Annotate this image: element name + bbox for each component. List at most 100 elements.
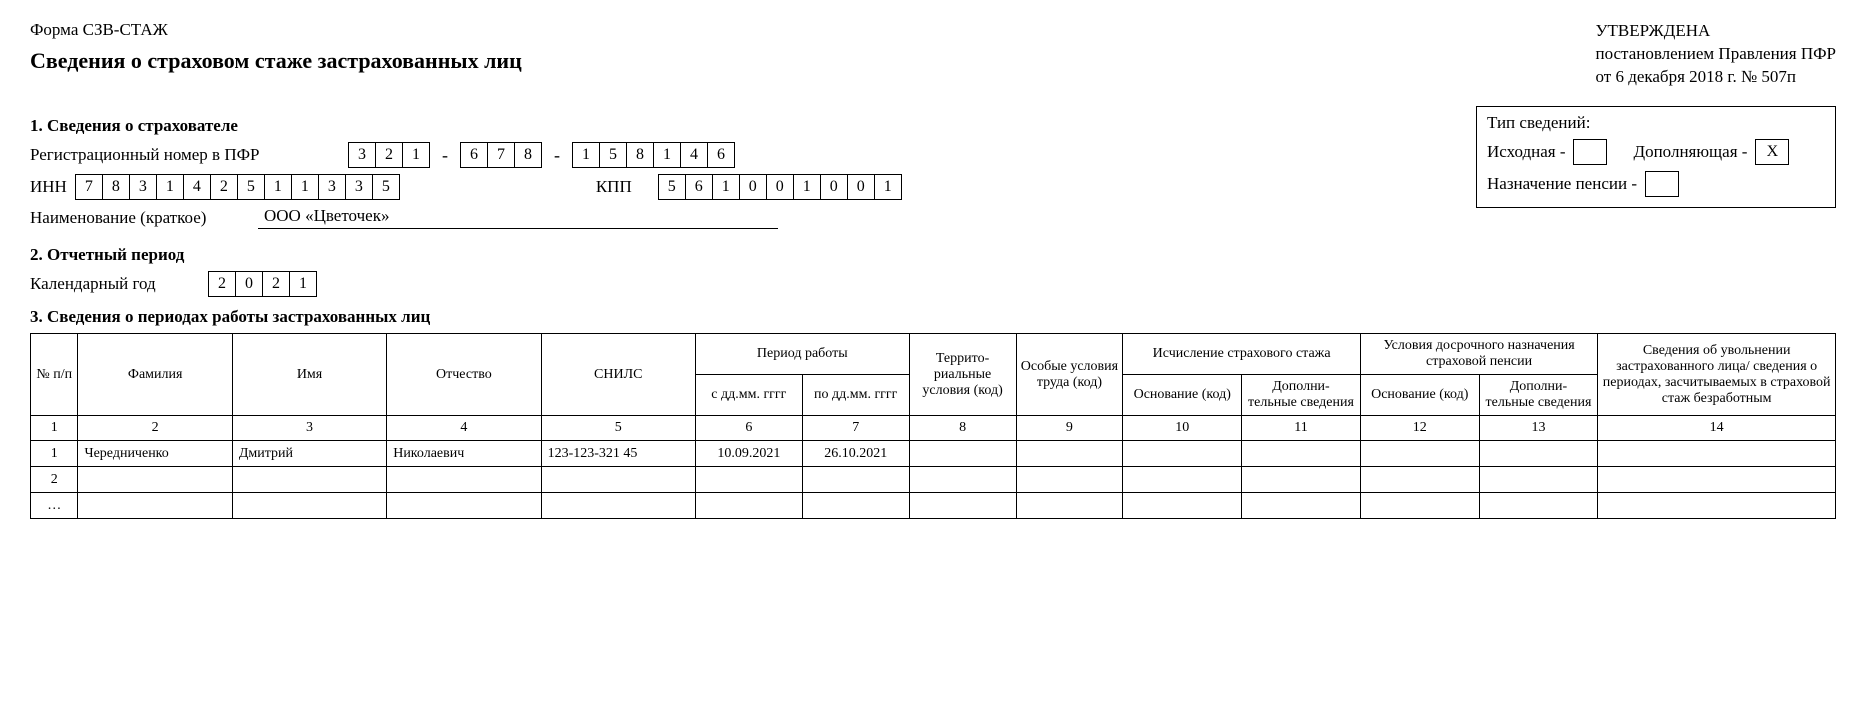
th-isch: Исчисление страхового стажа	[1123, 334, 1361, 375]
digit-cell: 5	[599, 142, 627, 168]
table-cell	[541, 467, 695, 493]
table-cell	[1242, 441, 1361, 467]
table-cell	[1123, 493, 1242, 519]
column-number: 12	[1360, 416, 1479, 441]
th-dosr: Условия досрочного назначения страховой …	[1360, 334, 1597, 375]
digit-cell: 1	[291, 174, 319, 200]
table-cell: 2	[31, 467, 78, 493]
th-fam: Фамилия	[78, 334, 232, 416]
digit-cell: 3	[318, 174, 346, 200]
digit-cell: 3	[345, 174, 373, 200]
th-last: Сведения об увольнении застрахованного л…	[1598, 334, 1836, 416]
table-cell	[1479, 493, 1598, 519]
reg-number-label: Регистрационный номер в ПФР	[30, 145, 340, 165]
reg-part3: 158146	[572, 142, 735, 168]
approved-line2: постановлением Правления ПФР	[1595, 43, 1836, 66]
digit-cell: 0	[820, 174, 848, 200]
th-period: Период работы	[695, 334, 909, 375]
table-cell	[909, 467, 1016, 493]
table-cell	[802, 467, 909, 493]
kpp-cells: 561001001	[658, 174, 902, 200]
table-cell	[1598, 441, 1836, 467]
table-cell	[1016, 467, 1123, 493]
th-npp: № п/п	[31, 334, 78, 416]
column-number: 14	[1598, 416, 1836, 441]
th-osob: Особые условия труда (код)	[1016, 334, 1123, 416]
digit-cell: 2	[375, 142, 403, 168]
section2-heading: 2. Отчетный период	[30, 245, 1836, 265]
table-row: …	[31, 493, 1836, 519]
table-cell	[1360, 441, 1479, 467]
digit-cell: 1	[712, 174, 740, 200]
type-initial-box	[1573, 139, 1607, 165]
digit-cell: 5	[372, 174, 400, 200]
inn-kpp-row: ИНН 783142511335 КПП 561001001	[30, 174, 1446, 200]
dash: -	[550, 145, 564, 166]
table-cell	[232, 467, 386, 493]
digit-cell: 1	[156, 174, 184, 200]
work-periods-table: № п/п Фамилия Имя Отчество СНИЛС Период …	[30, 333, 1836, 519]
reg-part2: 678	[460, 142, 542, 168]
th-snils: СНИЛС	[541, 334, 695, 416]
th-dop2: Дополни- тельные сведения	[1479, 375, 1598, 416]
th-osn1: Основание (код)	[1123, 375, 1242, 416]
digit-cell: 1	[402, 142, 430, 168]
digit-cell: 1	[653, 142, 681, 168]
table-cell	[78, 493, 232, 519]
table-cell: …	[31, 493, 78, 519]
type-pension-box	[1645, 171, 1679, 197]
org-name-value: ООО «Цветочек»	[258, 206, 778, 229]
digit-cell: 8	[626, 142, 654, 168]
table-cell	[78, 467, 232, 493]
type-info-title: Тип сведений:	[1487, 113, 1825, 133]
digit-cell: 1	[264, 174, 292, 200]
table-cell	[802, 493, 909, 519]
section3-heading: 3. Сведения о периодах работы застрахова…	[30, 307, 1836, 327]
table-cell: 1	[31, 441, 78, 467]
reg-part1: 321	[348, 142, 430, 168]
digit-cell: 2	[262, 271, 290, 297]
column-number: 13	[1479, 416, 1598, 441]
column-number: 11	[1242, 416, 1361, 441]
table-cell	[1242, 467, 1361, 493]
digit-cell: 0	[847, 174, 875, 200]
digit-cell: 3	[348, 142, 376, 168]
table-cell	[909, 441, 1016, 467]
table-cell	[1123, 467, 1242, 493]
table-cell	[1242, 493, 1361, 519]
table-cell: Николаевич	[387, 441, 541, 467]
column-number: 4	[387, 416, 541, 441]
column-number: 5	[541, 416, 695, 441]
table-row: 1ЧередниченкоДмитрийНиколаевич123-123-32…	[31, 441, 1836, 467]
column-number: 1	[31, 416, 78, 441]
digit-cell: 4	[183, 174, 211, 200]
table-cell: Чередниченко	[78, 441, 232, 467]
form-name: Форма СЗВ-СТАЖ	[30, 20, 522, 40]
th-date-from: с дд.мм. гггг	[695, 375, 802, 416]
type-initial-label: Исходная -	[1487, 142, 1565, 162]
org-name-label: Наименование (краткое)	[30, 208, 250, 228]
table-cell: 10.09.2021	[695, 441, 802, 467]
digit-cell: 2	[208, 271, 236, 297]
section1-heading: 1. Сведения о страхователе	[30, 116, 1446, 136]
th-terr: Террито- риальные условия (код)	[909, 334, 1016, 416]
digit-cell: 5	[237, 174, 265, 200]
type-pension-label: Назначение пенсии -	[1487, 174, 1637, 194]
digit-cell: 1	[289, 271, 317, 297]
table-cell	[387, 467, 541, 493]
th-osn2: Основание (код)	[1360, 375, 1479, 416]
digit-cell: 1	[793, 174, 821, 200]
org-name-row: Наименование (краткое) ООО «Цветочек»	[30, 206, 1446, 229]
table-cell	[1479, 467, 1598, 493]
digit-cell: 0	[739, 174, 767, 200]
digit-cell: 3	[129, 174, 157, 200]
digit-cell: 7	[75, 174, 103, 200]
table-cell	[232, 493, 386, 519]
column-number: 7	[802, 416, 909, 441]
digit-cell: 1	[572, 142, 600, 168]
column-number: 8	[909, 416, 1016, 441]
table-cell	[387, 493, 541, 519]
table-cell	[1016, 441, 1123, 467]
digit-cell: 8	[514, 142, 542, 168]
column-number: 3	[232, 416, 386, 441]
